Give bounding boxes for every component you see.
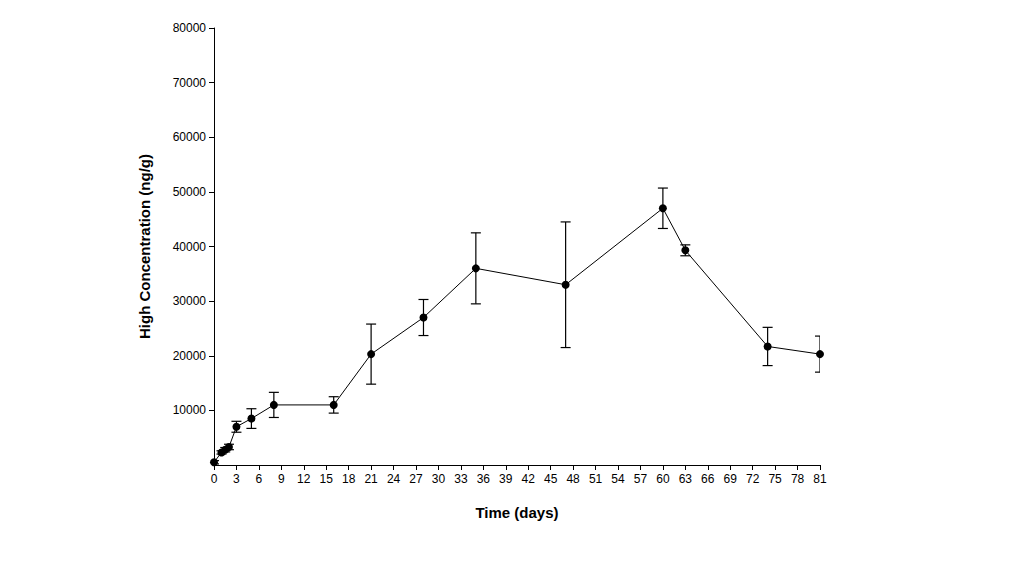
svg-text:High Concentration (ng/g): High Concentration (ng/g) [136,154,153,339]
svg-text:40000: 40000 [173,240,207,254]
svg-text:81: 81 [813,472,827,486]
svg-text:33: 33 [454,472,468,486]
svg-text:72: 72 [746,472,760,486]
svg-text:9: 9 [278,472,285,486]
svg-text:45: 45 [544,472,558,486]
svg-text:48: 48 [566,472,580,486]
svg-text:54: 54 [611,472,625,486]
svg-text:0: 0 [211,472,218,486]
svg-text:70000: 70000 [173,76,207,90]
svg-text:57: 57 [634,472,648,486]
svg-text:Time (days): Time (days) [475,504,558,521]
svg-text:51: 51 [589,472,603,486]
svg-text:3: 3 [233,472,240,486]
svg-text:10000: 10000 [173,403,207,417]
svg-text:12: 12 [297,472,311,486]
svg-text:36: 36 [477,472,491,486]
svg-text:24: 24 [387,472,401,486]
svg-text:30: 30 [432,472,446,486]
svg-text:75: 75 [768,472,782,486]
svg-text:80000: 80000 [173,21,207,35]
svg-text:6: 6 [256,472,263,486]
svg-text:20000: 20000 [173,349,207,363]
svg-text:18: 18 [342,472,356,486]
svg-text:78: 78 [791,472,805,486]
svg-text:42: 42 [522,472,536,486]
svg-text:60: 60 [656,472,670,486]
svg-text:60000: 60000 [173,130,207,144]
svg-text:50000: 50000 [173,185,207,199]
svg-text:66: 66 [701,472,715,486]
svg-text:21: 21 [364,472,378,486]
svg-text:39: 39 [499,472,513,486]
svg-text:69: 69 [724,472,738,486]
svg-text:63: 63 [679,472,693,486]
svg-text:27: 27 [409,472,423,486]
svg-text:15: 15 [320,472,334,486]
svg-text:30000: 30000 [173,294,207,308]
